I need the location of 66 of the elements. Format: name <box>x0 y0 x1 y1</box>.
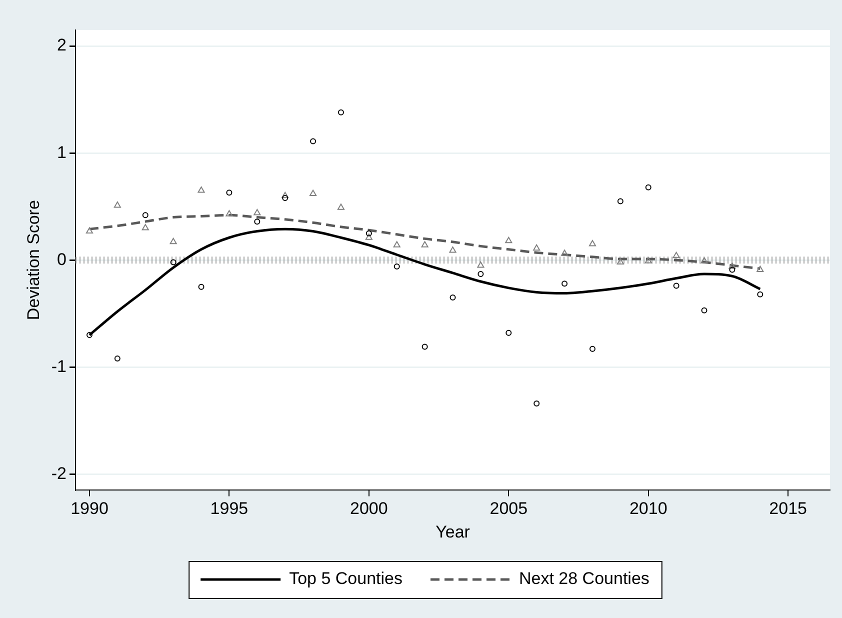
legend-label: Next 28 Counties <box>519 569 650 588</box>
point <box>756 266 764 272</box>
point <box>114 202 121 208</box>
x-tick-label: 2000 <box>350 499 388 518</box>
point <box>338 109 344 116</box>
point <box>198 284 204 290</box>
point <box>310 190 317 196</box>
point <box>729 266 736 273</box>
point <box>114 356 120 362</box>
x-tick-label: 1995 <box>210 499 248 518</box>
line-series <box>88 228 762 336</box>
point <box>366 230 372 236</box>
point <box>226 190 232 196</box>
y-tick-label: -1 <box>51 356 67 376</box>
point <box>534 400 540 407</box>
point <box>170 238 177 244</box>
legend-label: Top 5 Counties <box>289 569 402 588</box>
y-tick-label: 1 <box>57 142 67 162</box>
point <box>337 204 345 210</box>
point <box>393 241 400 248</box>
point <box>142 212 148 218</box>
x-tick-label: 2005 <box>490 499 528 518</box>
point <box>310 138 316 144</box>
point <box>589 346 596 352</box>
point <box>365 234 372 240</box>
point <box>142 224 149 230</box>
point <box>701 307 708 314</box>
y-tick-label: 2 <box>57 36 67 55</box>
point <box>533 244 540 251</box>
point <box>505 236 512 244</box>
point <box>254 218 260 225</box>
x-tick-label: 1990 <box>70 499 108 518</box>
point <box>477 261 484 268</box>
point <box>672 252 680 258</box>
x-axis-title: Year <box>436 522 470 542</box>
point <box>254 209 261 216</box>
y-axis-title: Deviation Score <box>24 200 43 320</box>
point <box>282 192 289 198</box>
x-tick-label: 2015 <box>769 499 807 518</box>
point <box>617 198 624 204</box>
point <box>86 227 94 234</box>
point <box>478 271 484 278</box>
point <box>616 258 624 264</box>
y-tick-label: 0 <box>57 250 67 269</box>
point <box>226 210 233 216</box>
point <box>645 184 652 190</box>
point <box>561 250 568 256</box>
point <box>170 259 176 266</box>
point <box>506 330 512 336</box>
point <box>394 264 400 270</box>
x-tick-label: 2010 <box>629 499 668 518</box>
point <box>450 294 456 301</box>
point <box>588 240 596 246</box>
point <box>644 257 652 264</box>
point <box>449 246 456 253</box>
point <box>421 241 428 248</box>
point <box>700 257 708 264</box>
point <box>282 195 288 202</box>
point <box>673 282 680 289</box>
point <box>757 291 764 298</box>
point <box>198 186 205 193</box>
point <box>728 262 736 269</box>
y-tick-label: -2 <box>51 464 67 483</box>
point <box>86 332 92 338</box>
point <box>562 280 568 287</box>
point <box>422 344 428 350</box>
